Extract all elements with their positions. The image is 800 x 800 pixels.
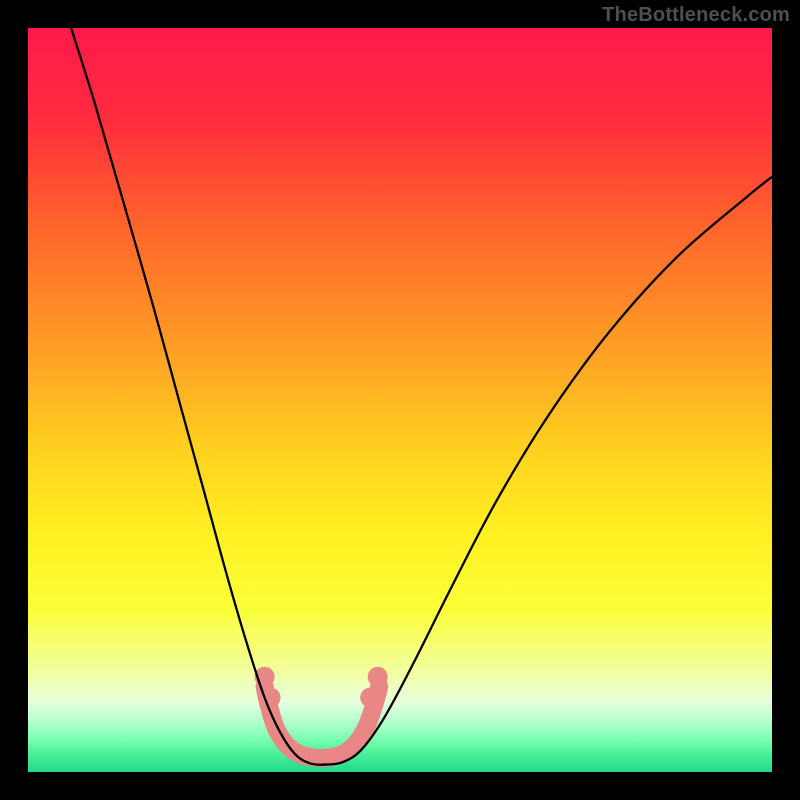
plot-svg (28, 28, 772, 772)
chart-container: TheBottleneck.com (0, 0, 800, 800)
plot-area (28, 28, 772, 772)
range-marker-dot (368, 667, 388, 687)
watermark-text: TheBottleneck.com (602, 4, 790, 27)
range-marker-dot (360, 688, 380, 708)
gradient-background (28, 28, 772, 772)
